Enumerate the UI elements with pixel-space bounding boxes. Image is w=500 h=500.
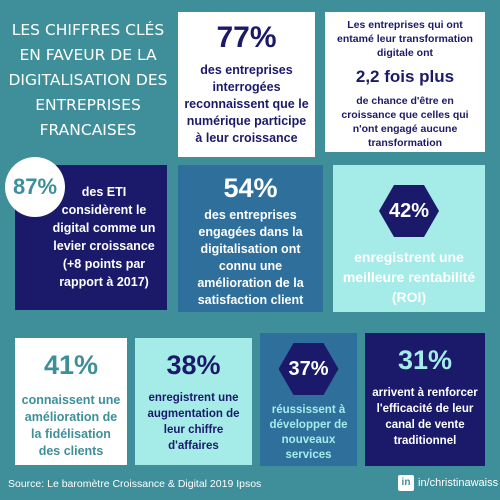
source-caption: Source: Le baromètre Croissance & Digita… [8,478,262,490]
linkedin-handle[interactable]: in in/christinawaiss [398,475,498,491]
stat-text: des ETI considèrent le digital comme un … [52,185,156,289]
stat-value: 77% [216,21,277,54]
stat-card-2-2x: Les entreprises qui ont entamé leur tran… [325,12,485,152]
stat-text: réussissent à développer de nouveaux ser… [269,404,348,461]
stat-value: 31% [397,345,453,375]
stat-text: arrivent à renforcer l'efficacité de leu… [372,387,478,447]
stat-intro: Les entreprises qui ont entamé leur tran… [337,19,473,59]
stat-value-circle: 87% [5,157,65,217]
title-line: DIGITALISATION DES [8,71,168,89]
stat-text: des entreprises interrogées reconnaissen… [184,63,309,145]
stat-value: 38% [166,350,221,380]
linkedin-handle-text: in/christinawaiss [418,477,499,489]
title-line: EN FAVEUR DE LA [19,46,157,64]
title-line: LES CHIFFRES CLÉS [11,21,165,39]
stat-value: 2,2 fois plus [355,67,455,86]
stat-value-hexagon: 37% [278,343,339,395]
title-line: FRANCAISES [39,121,137,139]
stat-card-54: 54% des entreprises engagées dans la dig… [178,165,323,312]
stat-value-hexagon: 42% [379,185,439,237]
linkedin-icon: in [398,475,414,491]
stat-text: des entreprises engagées dans la digital… [197,208,304,307]
stat-card-41: 41% connaissent une amélioration de la f… [15,338,127,465]
stat-card-37: 37% réussissent à développer de nouveaux… [260,333,357,466]
stat-text: enregistrent une augmentation de leur ch… [147,392,240,452]
title-line: ENTREPRISES [35,96,141,114]
stat-value: 41% [43,350,99,380]
stat-text: connaissent une amélioration de la fidél… [21,393,121,458]
stat-card-42: 42% enregistrent une meilleure rentabili… [333,165,485,312]
stat-card-31: 31% arrivent à renforcer l'efficacité de… [365,333,485,466]
stat-text: enregistrent une meilleure rentabilité (… [342,249,476,305]
stat-value: 54% [223,173,278,203]
stat-card-38: 38% enregistrent une augmentation de leu… [135,338,252,465]
stat-card-77: 77% des entreprises interrogées reconnai… [178,12,315,157]
stat-card-87: 87% des ETI considèrent le digital comme… [5,157,167,310]
infographic-title: LES CHIFFRES CLÉS EN FAVEUR DE LA DIGITA… [8,18,168,143]
stat-text: de chance d'être en croissance que celle… [341,95,469,149]
